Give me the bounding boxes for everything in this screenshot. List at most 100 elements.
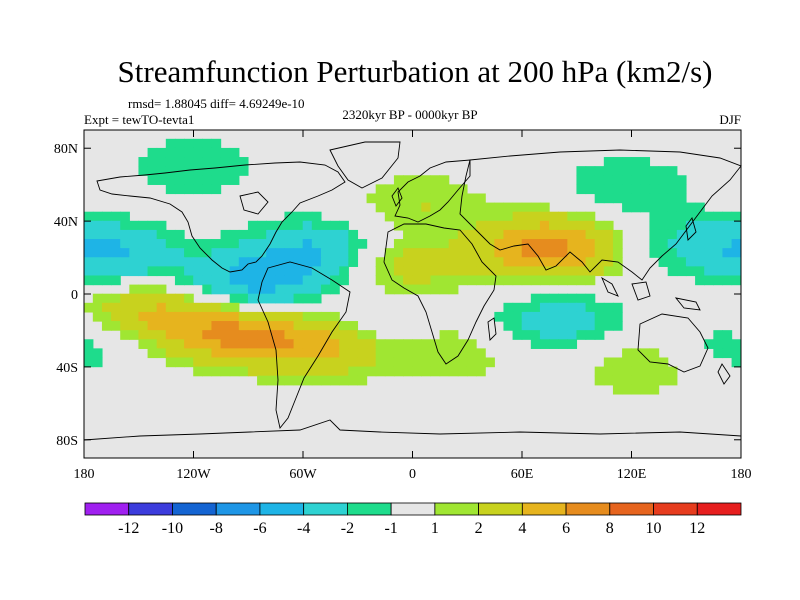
- colorbar-swatch: [696, 502, 742, 516]
- contour-cell: [521, 311, 532, 322]
- contour-cell: [229, 275, 240, 286]
- contour-cell: [412, 184, 422, 195]
- contour-cell: [512, 248, 523, 258]
- contour-cell: [622, 384, 632, 395]
- contour-cell: [503, 302, 514, 313]
- contour-cell: [439, 366, 450, 377]
- contour-cell: [193, 166, 203, 176]
- contour-cell: [211, 266, 222, 277]
- contour-cell: [640, 366, 651, 377]
- contour-cell: [92, 266, 103, 277]
- contour-cell: [466, 193, 477, 204]
- contour-cell: [138, 166, 149, 176]
- contour-cell: [211, 302, 222, 313]
- contour-cell: [266, 357, 276, 368]
- contour-cell: [266, 248, 276, 258]
- contour-cell: [603, 375, 614, 386]
- contour-cell: [649, 220, 660, 231]
- contour-cell: [129, 239, 140, 249]
- contour-cell: [503, 257, 514, 267]
- contour-cell: [266, 330, 276, 340]
- contour-cell: [640, 166, 651, 176]
- contour-cell: [476, 193, 486, 204]
- contour-cell: [704, 275, 714, 286]
- contour-cell: [375, 275, 386, 286]
- contour-cell: [184, 166, 194, 176]
- colorbar-swatch: [521, 502, 567, 516]
- contour-cell: [174, 184, 185, 195]
- contour-cell: [257, 339, 267, 349]
- contour-cell: [448, 202, 459, 213]
- colorbar-swatch: [565, 502, 611, 516]
- x-tick-label: 120E: [617, 467, 647, 482]
- contour-cell: [156, 147, 167, 158]
- contour-cell: [448, 357, 459, 368]
- contour-cell: [129, 229, 140, 240]
- contour-cell: [676, 211, 687, 222]
- coast-madagascar: [487, 317, 497, 341]
- contour-cell: [238, 348, 249, 359]
- contour-cell: [585, 248, 596, 258]
- contour-cell: [339, 330, 349, 340]
- contour-cell: [257, 348, 267, 359]
- contour-cell: [129, 293, 140, 304]
- contour-cell: [576, 266, 587, 277]
- contour-cell: [412, 339, 422, 349]
- contour-cell: [111, 293, 121, 304]
- contour-cell: [339, 229, 349, 240]
- contour-cell: [238, 266, 249, 277]
- contour-cell: [521, 248, 532, 258]
- contour-cell: [393, 357, 404, 368]
- contour-cell: [229, 248, 240, 258]
- contour-cell: [366, 330, 377, 340]
- contour-cell: [713, 339, 724, 349]
- contour-cell: [567, 311, 578, 322]
- contour-cell: [275, 248, 286, 258]
- colorbar-label: 6: [562, 520, 570, 537]
- contour-cell: [129, 248, 140, 258]
- contour-cell: [284, 293, 295, 304]
- contour-cell: [412, 211, 422, 222]
- contour-cell: [238, 239, 249, 249]
- contour-cell: [302, 284, 313, 295]
- contour-cell: [549, 211, 559, 222]
- contour-cell: [348, 357, 359, 368]
- contour-cell: [266, 266, 276, 277]
- contour-cell: [193, 302, 203, 313]
- contour-cell: [521, 257, 532, 267]
- contour-cell: [275, 266, 286, 277]
- contour-cell: [83, 275, 94, 286]
- contour-cell: [667, 239, 678, 249]
- contour-cell: [549, 239, 559, 249]
- contour-cell: [430, 275, 441, 286]
- contour-cell: [549, 220, 559, 231]
- contour-cell: [375, 257, 386, 267]
- contour-cell: [503, 321, 514, 331]
- contour-cell: [174, 321, 185, 331]
- colorbar-label: 12: [689, 520, 705, 537]
- contour-cell: [83, 220, 94, 231]
- contour-cell: [731, 229, 742, 240]
- contour-cell: [558, 302, 568, 313]
- coast-japan: [685, 217, 697, 241]
- contour-cell: [147, 220, 158, 231]
- y-tick-label: 80N: [54, 142, 78, 157]
- contour-cell: [594, 366, 605, 377]
- contour-cell: [585, 220, 596, 231]
- contour-cell: [704, 220, 714, 231]
- contour-cell: [101, 275, 112, 286]
- contour-cell: [631, 348, 641, 359]
- contour-cell: [366, 357, 377, 368]
- contour-cell: [384, 366, 395, 377]
- contour-cell: [549, 339, 559, 349]
- contour-cell: [193, 275, 203, 286]
- contour-cell: [211, 330, 222, 340]
- contour-cell: [512, 220, 523, 231]
- contour-cell: [266, 311, 276, 322]
- contour-cell: [138, 293, 149, 304]
- contour-cell: [622, 366, 632, 377]
- contour-cell: [147, 175, 158, 185]
- contour-cell: [138, 302, 149, 313]
- contour-cell: [384, 193, 395, 204]
- contour-cell: [366, 193, 377, 204]
